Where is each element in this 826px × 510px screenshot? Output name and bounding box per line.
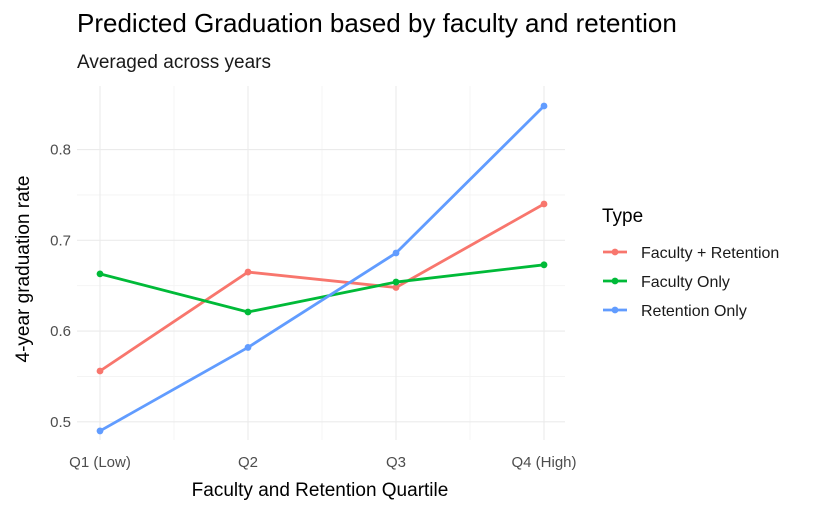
legend-item: Retention Only: [603, 303, 747, 320]
data-point: [244, 308, 252, 316]
data-point: [96, 270, 104, 278]
data-point: [540, 261, 548, 269]
y-tick-label: 0.6: [50, 323, 71, 340]
grid: [77, 86, 565, 440]
series-layer: [96, 102, 548, 435]
x-tick-label: Q1 (Low): [69, 454, 131, 471]
data-point: [96, 427, 104, 435]
data-point: [392, 278, 400, 286]
series-line: [99, 263, 545, 314]
x-tick-label: Q2: [238, 454, 258, 471]
series-line: [99, 104, 545, 433]
data-point: [244, 268, 252, 276]
legend-label: Faculty Only: [641, 274, 730, 291]
x-axis-title: Faculty and Retention Quartile: [192, 480, 449, 501]
data-point: [392, 249, 400, 257]
y-axis-title: 4-year graduation rate: [13, 176, 34, 363]
series-faculty-retention: [96, 200, 548, 375]
data-point: [540, 200, 548, 208]
chart-title: Predicted Graduation based by faculty an…: [77, 8, 677, 38]
legend-key-point: [611, 277, 619, 285]
legend: Type Faculty + Retention Faculty Only Rete…: [602, 206, 779, 320]
x-tick-label: Q3: [386, 454, 406, 471]
data-point: [392, 284, 400, 291]
data-point: [244, 344, 252, 351]
chart-subtitle: Averaged across years: [77, 52, 271, 73]
data-point: [96, 367, 104, 375]
x-axis-ticks: Q1 (Low) Q2 Q3 Q4 (High): [69, 454, 576, 471]
legend-key-point: [611, 306, 619, 314]
legend-title: Type: [602, 206, 643, 227]
legend-label: Faculty + Retention: [641, 245, 779, 262]
legend-label: Retention Only: [641, 303, 747, 320]
legend-item: Faculty + Retention: [603, 245, 779, 262]
legend-item: Faculty Only: [603, 274, 730, 291]
series-faculty-only: [96, 261, 548, 316]
y-axis-ticks: 0.5 0.6 0.7 0.8: [50, 142, 71, 431]
legend-key-point: [611, 248, 619, 256]
data-point: [540, 102, 548, 110]
series-line: [99, 202, 545, 373]
y-tick-label: 0.8: [50, 142, 71, 159]
y-tick-label: 0.7: [50, 232, 71, 249]
y-tick-label: 0.5: [50, 414, 71, 431]
series-retention-only: [96, 102, 548, 435]
x-tick-label: Q4 (High): [511, 454, 576, 471]
